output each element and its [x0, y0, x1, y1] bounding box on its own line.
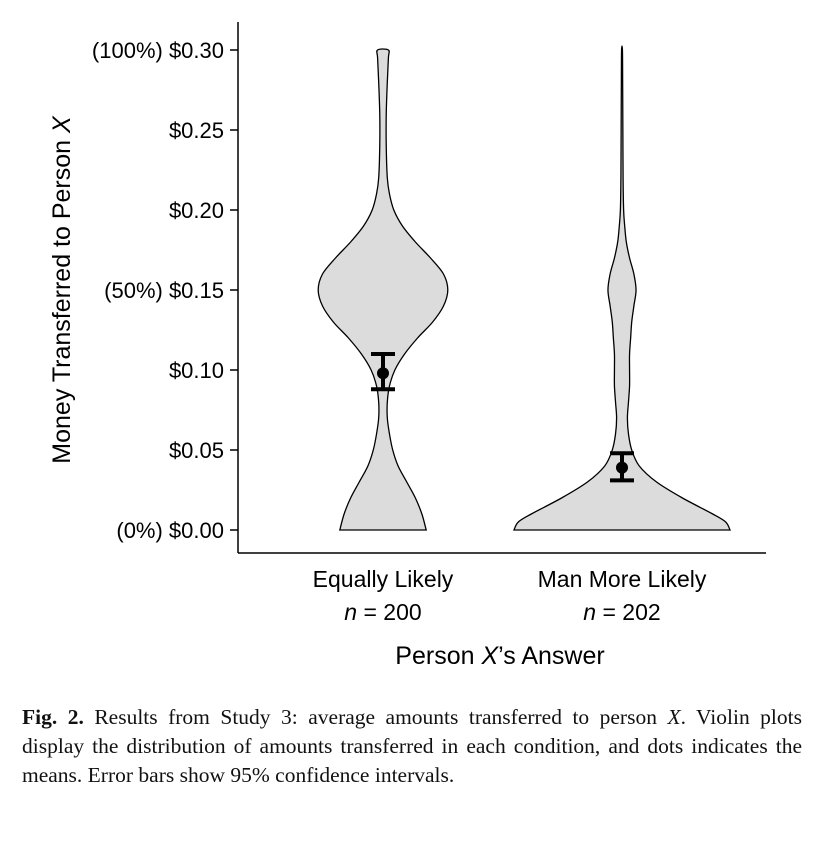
y-tick-label: $0.25: [169, 118, 224, 143]
y-tick-label: $0.10: [169, 358, 224, 383]
violin-2: [512, 45, 732, 531]
violin-chart: (0%) $0.00 $0.05 $0.10 (50%) $0.15 $0.20 $0.2…: [48, 22, 766, 670]
caption-text-2: . Violin plots display the distribution …: [22, 705, 802, 787]
caption-italic: X: [667, 705, 681, 729]
category-label: Man More Likely: [538, 566, 707, 592]
y-tick-label: $0.05: [169, 438, 224, 463]
x-axis-title: Person X’s Answer: [395, 642, 604, 670]
error-bars: [371, 352, 634, 483]
figure-caption: Fig. 2. Results from Study 3: average am…: [22, 703, 802, 790]
mean-dot: [616, 461, 628, 474]
category-label: Equally Likely: [313, 566, 454, 592]
y-tick-label: (0%) $0.00: [116, 518, 224, 543]
violins: [317, 45, 732, 531]
x-categories: Equally Likely n = 200 Man More Likely n = …: [313, 566, 707, 625]
y-axis-title: Money Transferred to Person X: [48, 115, 76, 464]
category-n-label: n = 202: [583, 599, 660, 625]
violin-1: [317, 48, 449, 531]
category-n-label: n = 200: [344, 599, 421, 625]
y-tick-label: $0.20: [169, 198, 224, 223]
y-tick-label: (50%) $0.15: [104, 278, 224, 303]
caption-text-1: Results from Study 3: average amounts tr…: [83, 705, 668, 729]
mean-dot: [377, 367, 389, 380]
figure-label: Fig. 2.: [22, 705, 84, 729]
y-ticks: (0%) $0.00 $0.05 $0.10 (50%) $0.15 $0.20 $0.2…: [92, 38, 238, 543]
y-tick-label: (100%) $0.30: [92, 38, 224, 63]
